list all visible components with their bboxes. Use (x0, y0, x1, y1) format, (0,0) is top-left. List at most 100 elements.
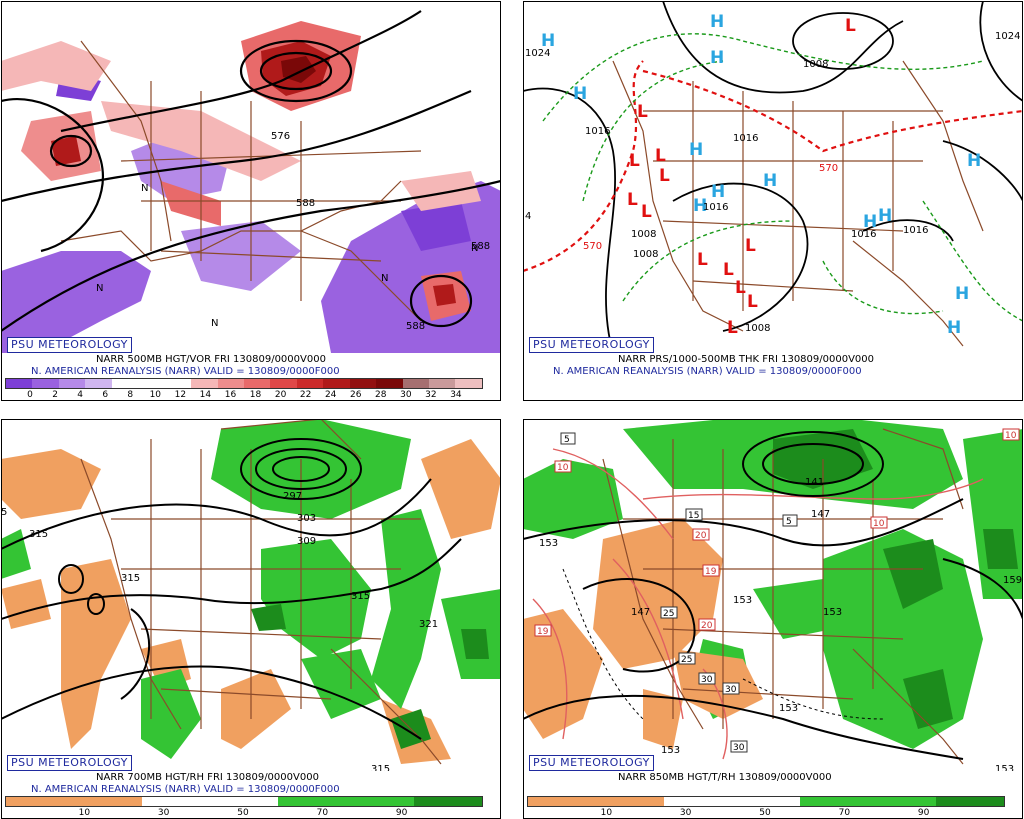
temp-box-label: 20 (695, 531, 707, 541)
contour-label: 153 (733, 595, 752, 606)
low-pressure-symbol: L (627, 190, 638, 210)
colorbar-swatch (111, 379, 139, 388)
vorticity-colorbar-ticks: 0 2 4 6 8 10 12 14 16 18 20 22 24 26 28 30 32 34 (5, 390, 485, 401)
colorbar-tick-label: 90 (395, 808, 408, 818)
temp-box-label: 5 (786, 517, 792, 527)
colorbar-tick-label: 10 (78, 808, 91, 818)
colorbar-swatch (528, 797, 596, 806)
rh-850mb-map: 5 10 15 20 5 10 10 19 25 20 25 30 30 (523, 419, 1023, 771)
temp-box-label: 30 (733, 743, 745, 753)
colorbar-swatch (732, 797, 800, 806)
colorbar-tick-label: 70 (838, 808, 851, 818)
caption-valid: N. AMERICAN REANALYSIS (NARR) VALID = 13… (31, 784, 340, 795)
colorbar-swatch (455, 379, 482, 388)
colorbar-swatch (142, 797, 210, 806)
pressure-thickness-map: H H H H H H H H H H H H H L L L L L L L … (523, 1, 1023, 353)
contour-label: 303 (297, 513, 316, 524)
colorbar-swatch (74, 797, 142, 806)
caption-product: NARR 850MB HGT/T/RH 130809/0000V000 (618, 772, 832, 783)
colorbar-swatch (376, 379, 403, 388)
high-pressure-symbol: H (710, 12, 724, 32)
colorbar-tick-label: 26 (350, 390, 362, 400)
rh-colorbar-ticks: 10 30 50 70 90 (527, 808, 1007, 819)
colorbar-swatch (138, 379, 165, 388)
high-pressure-symbol: H (541, 31, 555, 51)
colorbar-tick-label: 6 (102, 390, 109, 400)
rh-colorbar (527, 796, 1005, 807)
panel-850mb-rh: 5 10 15 20 5 10 10 19 25 20 25 30 30 (523, 419, 1023, 819)
temp-box-label: 20 (701, 621, 713, 631)
colorbar-tick-label: 30 (400, 390, 412, 400)
thickness-label: 570 (819, 163, 838, 174)
contour-label: 588 (406, 321, 425, 332)
temp-box-label: 10 (1005, 431, 1017, 441)
contour-label: 153 (995, 764, 1014, 771)
colorbar-tick-label: 24 (324, 390, 337, 400)
panel-500mb-vorticity: 576 588 588 588 N N N N N PSU METEOROLOG… (1, 1, 501, 401)
vorticity-symbol: N (96, 283, 103, 294)
high-pressure-symbol: H (967, 151, 981, 171)
temp-box-label: 25 (663, 609, 674, 619)
colorbar-swatch (800, 797, 868, 806)
vorticity-map: 576 588 588 588 N N N N N (1, 1, 501, 353)
temp-box-label: 25 (681, 655, 692, 665)
high-pressure-symbol: H (573, 84, 587, 104)
high-pressure-symbol: H (763, 171, 777, 191)
contour-label: 147 (631, 607, 650, 618)
rh-colorbar-ticks: 10 30 50 70 90 (5, 808, 485, 819)
colorbar-tick-label: 30 (157, 808, 170, 818)
colorbar-tick-label: 14 (199, 390, 212, 400)
temp-box-label: 5 (564, 435, 570, 445)
temp-box-label: 15 (688, 511, 699, 521)
psu-credit: PSU METEOROLOGY (7, 337, 132, 353)
contour-label: 309 (297, 536, 316, 547)
isobar-label: 1016 (851, 229, 876, 240)
colorbar-swatch (278, 797, 346, 806)
contour-label: 588 (471, 241, 490, 252)
colorbar-tick-label: 70 (316, 808, 329, 818)
low-pressure-symbol: L (697, 250, 708, 270)
thickness-label: 570 (583, 241, 602, 252)
colorbar-swatch (414, 797, 482, 806)
psu-credit: PSU METEOROLOGY (7, 755, 132, 771)
colorbar-tick-label: 50 (759, 808, 771, 818)
low-pressure-symbol: L (659, 166, 670, 186)
temp-box-label: 10 (873, 519, 885, 529)
vorticity-symbol: N (141, 183, 148, 194)
colorbar-tick-label: 22 (299, 390, 312, 400)
colorbar-swatch (349, 379, 377, 388)
contour-label: 321 (419, 619, 438, 630)
colorbar-swatch (85, 379, 112, 388)
caption-valid: N. AMERICAN REANALYSIS (NARR) VALID = 13… (31, 366, 340, 377)
isobar-label: 1024 (525, 48, 550, 59)
colorbar-tick-label: 20 (274, 390, 287, 400)
colorbar-tick-label: 16 (224, 390, 237, 400)
colorbar-tick-label: 32 (425, 390, 437, 400)
colorbar-swatch (346, 797, 414, 806)
colorbar-swatch (429, 379, 456, 388)
high-pressure-symbol: H (711, 182, 725, 202)
low-pressure-symbol: L (735, 278, 746, 298)
low-pressure-symbol: L (629, 151, 640, 171)
low-pressure-symbol: L (845, 16, 856, 36)
colorbar-tick-label: 4 (77, 390, 84, 400)
vorticity-colorbar (5, 378, 483, 389)
contour-label: 147 (811, 509, 830, 520)
vorticity-symbol: N (471, 243, 478, 254)
low-pressure-symbol: L (637, 102, 648, 122)
colorbar-tick-label: 2 (52, 390, 58, 400)
panel-pressure-thickness: H H H H H H H H H H H H H L L L L L L L … (523, 1, 1023, 401)
colorbar-tick-label: 90 (917, 808, 930, 818)
contour-label: 315 (351, 591, 370, 602)
low-pressure-symbol: L (723, 260, 734, 280)
rh-colorbar (5, 796, 483, 807)
colorbar-swatch (596, 797, 664, 806)
colorbar-swatch (664, 797, 732, 806)
caption-product: NARR 700MB HGT/RH FRI 130809/0000V000 (96, 772, 319, 783)
high-pressure-symbol: H (689, 140, 703, 160)
colorbar-tick-label: 28 (375, 390, 387, 400)
psu-credit: PSU METEOROLOGY (529, 755, 654, 771)
contour-label: 153 (823, 607, 842, 618)
isobar-label: 1016 (703, 202, 728, 213)
colorbar-swatch (6, 797, 74, 806)
